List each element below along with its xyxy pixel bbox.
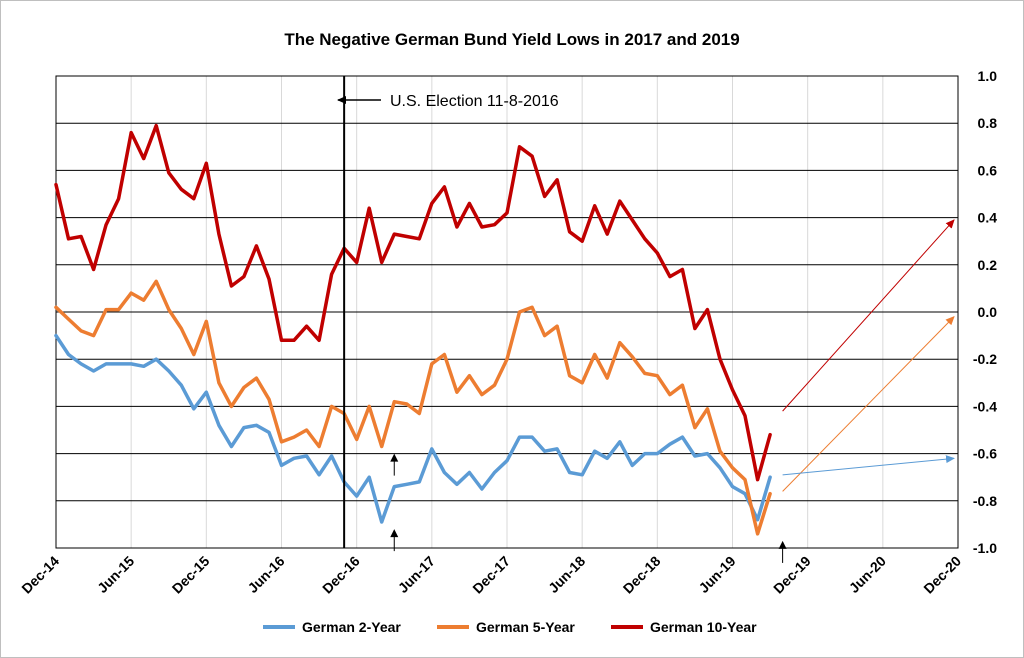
x-tick-label: Dec-14 [18, 553, 62, 597]
legend-label-10yr: German 10-Year [650, 619, 757, 635]
x-tick-label: Jun-15 [94, 553, 137, 596]
y-tick-label: 0.0 [978, 304, 998, 320]
chart-title: The Negative German Bund Yield Lows in 2… [284, 30, 740, 49]
x-tick-label: Jun-17 [395, 553, 438, 596]
legend-label-5yr: German 5-Year [476, 619, 575, 635]
x-tick-label: Dec-18 [620, 553, 664, 597]
legend-label-2yr: German 2-Year [302, 619, 401, 635]
x-tick-label: Jun-18 [545, 553, 588, 596]
y-tick-label: 0.8 [978, 115, 998, 131]
y-tick-label: -0.2 [973, 351, 997, 367]
projection-arrow [782, 455, 955, 476]
x-tick-label: Jun-20 [846, 553, 889, 596]
low-marker-arrow-head [390, 453, 399, 462]
y-tick-label: 0.4 [978, 210, 998, 226]
x-tick-label: Dec-16 [319, 553, 363, 597]
low-marker-arrow-head [778, 540, 787, 549]
series-line-2yr [54, 333, 772, 524]
y-tick-label: -0.6 [973, 446, 997, 462]
y-tick-label: -1.0 [973, 540, 997, 556]
series-line-5yr [54, 279, 772, 536]
x-tick-label: Dec-17 [469, 553, 513, 597]
y-tick-label: -0.8 [973, 493, 997, 509]
low-marker-arrow-head [390, 529, 399, 538]
election-annotation: U.S. Election 11-8-2016 [390, 93, 559, 110]
series-line-10yr [54, 123, 772, 482]
y-tick-label: 1.0 [978, 68, 998, 84]
x-tick-label: Dec-20 [920, 553, 964, 597]
plot-border [55, 75, 959, 549]
x-tick-label: Dec-19 [770, 553, 814, 597]
x-tick-label: Jun-16 [244, 553, 287, 596]
x-tick-label: Dec-15 [169, 553, 213, 597]
projection-arrow [782, 316, 955, 492]
y-tick-label: 0.2 [978, 257, 998, 273]
projection-arrow [782, 219, 955, 412]
y-tick-label: -0.4 [973, 398, 997, 414]
y-tick-label: 0.6 [978, 162, 998, 178]
x-tick-label: Jun-19 [695, 553, 738, 596]
